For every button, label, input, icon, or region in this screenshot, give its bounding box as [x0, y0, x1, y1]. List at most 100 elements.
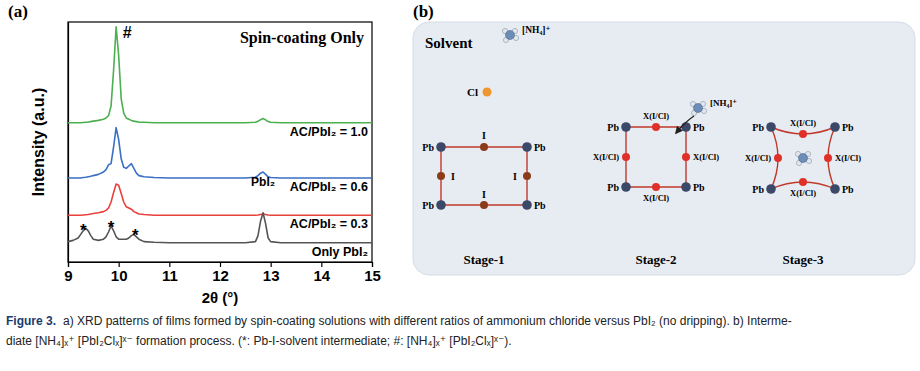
series-label: AC/PbI₂ = 1.0 [290, 125, 368, 139]
diagram-title: Solvent [425, 35, 473, 51]
site-label: X(I/Cl) [790, 118, 816, 128]
y-axis-title: Intensity (a.u.) [30, 88, 47, 196]
corner-label: Pb [534, 200, 546, 211]
halide-site [652, 123, 660, 131]
annotation: * [80, 221, 87, 240]
halide-site [824, 154, 832, 162]
x-tick: 9 [64, 262, 72, 284]
x-tick-label: 14 [313, 267, 330, 284]
corner-label: Pb [752, 184, 764, 195]
x-tick-label: 11 [162, 267, 178, 284]
x-axis-title: 2θ (°) [202, 289, 239, 306]
stage-label: Stage-1 [463, 252, 504, 267]
x-tick-label: 10 [111, 267, 128, 284]
corner-label: Pb [607, 122, 619, 133]
corner-label: Pb [693, 182, 705, 193]
corner-label: Pb [842, 122, 854, 133]
halide-site [622, 153, 630, 161]
ammonium-icon [795, 151, 811, 165]
site-label: X(I/Cl) [593, 152, 619, 162]
lead-atom [681, 182, 691, 192]
panel-label: (a) [8, 2, 28, 21]
annotation: * [132, 226, 139, 245]
corner-label: Pb [534, 142, 546, 153]
stage-label: Stage-3 [782, 252, 824, 267]
halide-site [799, 130, 807, 138]
site-label: X(I/Cl) [790, 188, 816, 198]
halide-site [682, 153, 690, 161]
corner-label: Pb [752, 122, 764, 133]
lead-atom [621, 182, 631, 192]
x-tick-label: 12 [212, 267, 229, 284]
solvent-box [413, 22, 915, 275]
halide-site [799, 178, 807, 186]
chart-title: Spin-coating Only [240, 29, 364, 47]
site-label: X(I/Cl) [643, 111, 669, 121]
annotation: PbI₂ [251, 175, 275, 189]
lead-atom [522, 142, 532, 152]
lead-atom [766, 122, 776, 132]
halide-site [774, 154, 782, 162]
panel-label: (b) [413, 2, 434, 21]
series-label: Only PbI₂ [312, 245, 368, 259]
x-tick-label: 15 [364, 267, 381, 284]
lead-atom [830, 184, 840, 194]
plot-frame [68, 22, 372, 262]
figure: (a) (b) 9 10 11 12 13 14 15 AC/PbI₂ = 1.0 AC/PbI₂ … [0, 0, 920, 371]
x-tick-label: 9 [64, 267, 72, 284]
corner-label: Pb [842, 184, 854, 195]
lead-atom [621, 122, 631, 132]
halide-site [523, 172, 531, 180]
species-label: Cl [467, 86, 478, 98]
xrd-curve [68, 213, 372, 243]
x-tick-label: 13 [263, 267, 280, 284]
halide-site [480, 201, 488, 209]
annotation: * [108, 218, 115, 237]
arrow [676, 116, 694, 133]
halide-site [480, 143, 488, 151]
lead-atom [522, 200, 532, 210]
corner-label: Pb [693, 122, 705, 133]
site-label: I [482, 189, 486, 200]
y-axis-line [68, 23, 69, 263]
lead-atom [436, 142, 446, 152]
corner-label: Pb [422, 200, 434, 211]
site-label: X(I/Cl) [835, 153, 861, 163]
site-label: I [451, 171, 455, 182]
diagram: Solvent[NH₄]⁺ClIIIIPbPbPbPbStage-1X(I/Cl… [413, 22, 915, 275]
annotation: # [123, 24, 132, 41]
series-label: AC/PbI₂ = 0.3 [290, 217, 368, 231]
caption-label: Figure 3. [6, 314, 56, 328]
stage-label: Stage-2 [635, 252, 676, 267]
x-tick: 15 [364, 262, 381, 284]
lead-atom [436, 200, 446, 210]
incoming-label: [NH₄]⁺ [710, 98, 737, 108]
halide-site [652, 183, 660, 191]
site-label: X(I/Cl) [693, 152, 719, 162]
lead-atom [766, 184, 776, 194]
site-label: X(I/Cl) [745, 153, 771, 163]
series-label: AC/PbI₂ = 0.6 [290, 180, 368, 194]
site-label: X(I/Cl) [643, 193, 669, 203]
nitrogen-atom [694, 104, 703, 113]
lead-atom [830, 122, 840, 132]
halide-site [437, 172, 445, 180]
caption-line: diate [NH₄]ₓ⁺ [PbI₂Clₓ]ˣ⁻ formation proc… [6, 334, 512, 348]
x-tick: 13 [263, 262, 280, 284]
curves [68, 27, 372, 243]
nitrogen-atom [799, 154, 808, 163]
x-tick: 10 [111, 262, 128, 284]
caption-line: a) XRD patterns of films formed by spin-… [63, 314, 792, 328]
lead-atom [681, 122, 691, 132]
ammonium-icon [502, 28, 518, 42]
ammonium-icon [690, 101, 706, 115]
corner-label: Pb [607, 182, 619, 193]
xrd-curve [68, 27, 372, 123]
x-tick: 12 [212, 262, 229, 284]
y-axis [68, 23, 69, 263]
corner-label: Pb [422, 142, 434, 153]
chloride-icon [483, 88, 492, 97]
x-tick: 14 [313, 262, 330, 284]
x-tick: 11 [162, 262, 178, 284]
species-label: [NH₄]⁺ [522, 25, 550, 35]
